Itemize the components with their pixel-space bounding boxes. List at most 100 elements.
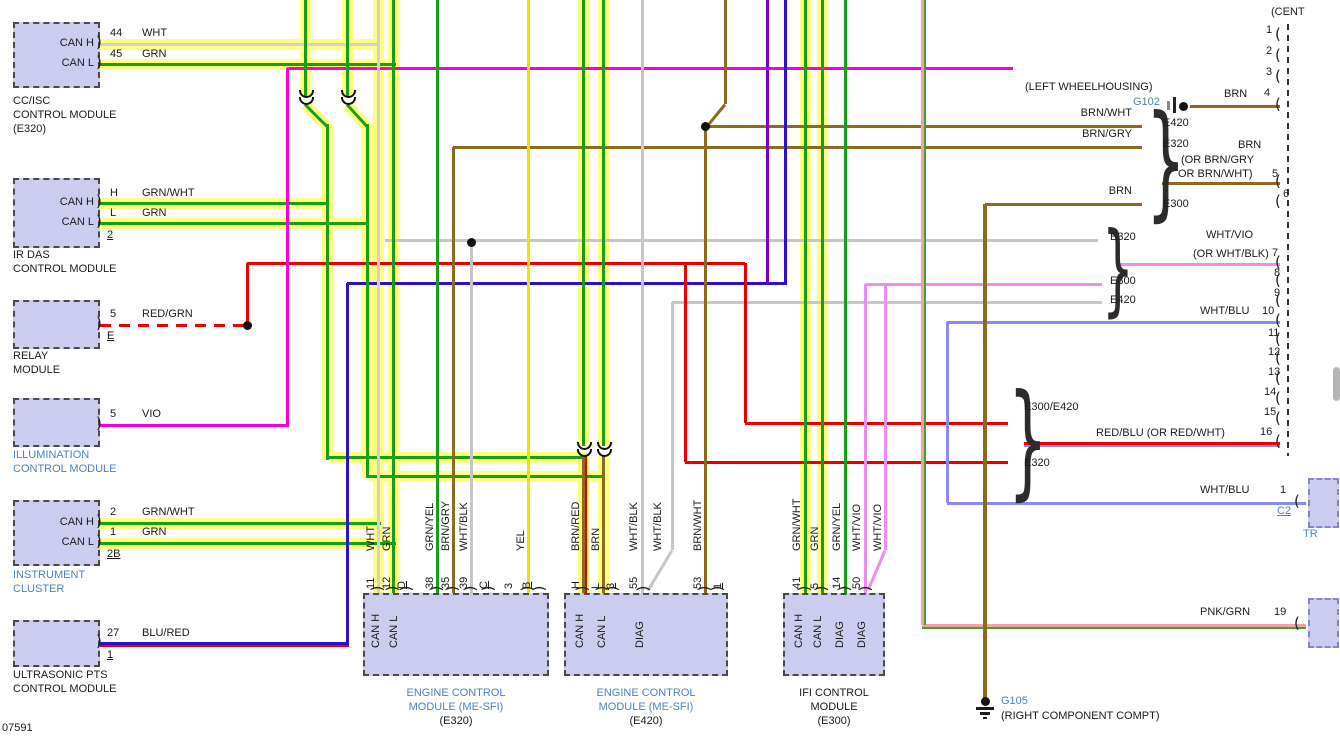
label--or-wht-blk-: (OR WHT/BLK)	[1193, 248, 1269, 260]
module-name-instrument[interactable]: INSTRUMENT	[13, 569, 86, 581]
scrollbar-thumb[interactable]	[1333, 367, 1340, 401]
label-3: 3	[1266, 66, 1273, 78]
label-can-h: CAN H	[59, 196, 94, 208]
label-l: L	[590, 582, 602, 589]
label-38: 38	[424, 576, 436, 589]
wire-red	[744, 263, 747, 423]
pin-arc: (	[1294, 614, 1300, 632]
label-12: 12	[381, 576, 393, 589]
tr-link[interactable]: TR	[1303, 528, 1318, 540]
label-can-h: CAN H	[59, 37, 94, 49]
module-name-ecm-e420[interactable]: ENGINE CONTROL	[596, 687, 696, 699]
label-vio: VIO	[142, 408, 161, 420]
wire-sal	[921, 0, 924, 625]
label-brn-gry: BRN/GRY	[440, 501, 452, 551]
label-brn-red: BRN/RED	[570, 501, 582, 551]
label-can-l: CAN L	[812, 615, 824, 648]
label-b: B	[521, 581, 533, 589]
wire-brn	[453, 146, 1142, 149]
wire-grn	[100, 202, 329, 205]
connector-c2-link[interactable]: C2	[1277, 505, 1292, 517]
wire-grn	[804, 0, 807, 593]
label-53: 53	[692, 576, 704, 589]
label-cluster[interactable]: CLUSTER	[13, 583, 65, 595]
label-10: 10	[1262, 305, 1275, 317]
label-brn: BRN	[1108, 185, 1132, 197]
label-5: 5	[809, 582, 821, 589]
module-ifi-e300	[783, 593, 885, 676]
ground-g102[interactable]: G102	[1133, 96, 1160, 108]
label-7: 7	[1272, 247, 1279, 259]
label-55: 55	[628, 576, 640, 589]
label-5: 5	[1272, 168, 1279, 180]
module-name-ifi: IFI CONTROL	[799, 687, 869, 699]
label-can-h: CAN H	[370, 613, 382, 648]
label-27: 27	[107, 627, 120, 639]
pin-arc: )	[96, 212, 102, 230]
module-ir-das	[13, 178, 100, 248]
label-red-grn: RED/GRN	[142, 308, 193, 320]
pin-arc: (	[1275, 95, 1281, 113]
connector-19	[1308, 598, 1339, 648]
label-2b: 2B	[107, 548, 121, 560]
pin-arc: (	[1275, 349, 1281, 367]
label-module: MODULE	[810, 701, 858, 713]
pin-arc: )	[96, 632, 102, 650]
wire-red	[684, 263, 687, 462]
pin-arc: (	[1275, 25, 1281, 43]
label-wht: WHT	[365, 525, 377, 551]
label--e420-: (E420)	[629, 715, 663, 727]
pin-arc: (	[1275, 389, 1281, 407]
label-wht-vio: WHT/VIO	[851, 503, 863, 551]
label-e300: E300	[1163, 198, 1189, 210]
label-module-me-sfi-[interactable]: MODULE (ME-SFI)	[598, 701, 694, 713]
label-e420: E420	[1110, 294, 1136, 306]
wire-grn	[304, 0, 307, 97]
label-diag: DIAG	[856, 621, 868, 648]
module-name-cc-isc: CC/ISC	[13, 95, 51, 107]
wire-red	[1024, 442, 1280, 445]
wire-grn	[329, 456, 585, 459]
wire-grn	[602, 0, 605, 446]
label-2: 2	[110, 506, 117, 518]
wire-grn	[821, 0, 824, 593]
ground-g105[interactable]: G105	[1001, 695, 1028, 707]
label-wht-blu: WHT/BLU	[1200, 484, 1250, 496]
wire-brn	[985, 203, 1142, 206]
label-19: 19	[1274, 606, 1287, 618]
wire-per	[947, 502, 1306, 505]
wire-vio	[100, 424, 289, 427]
label-1: 1	[1280, 484, 1287, 496]
module-name-illumination[interactable]: ILLUMINATION	[13, 449, 90, 461]
label-45: 45	[110, 48, 123, 60]
module-name-ecm-e320[interactable]: ENGINE CONTROL	[406, 687, 506, 699]
wire-continuation-chevron	[341, 97, 356, 105]
label-e300-e420: E300/E420	[1024, 401, 1079, 413]
label-brn-wht: BRN/WHT	[692, 499, 704, 551]
label-control-module[interactable]: CONTROL MODULE	[13, 463, 117, 475]
wire-grn	[582, 0, 585, 446]
label-grn-yel: GRN/YEL	[424, 502, 436, 551]
wire-brn	[983, 204, 987, 698]
wire-grn	[346, 0, 349, 97]
label-50: 50	[851, 576, 863, 589]
label-can-l: CAN L	[61, 216, 94, 228]
label-can-l: CAN L	[388, 615, 400, 648]
label-16: 16	[1260, 426, 1273, 438]
wire-dbl	[100, 642, 349, 645]
label-wht-blk: WHT/BLK	[458, 502, 470, 551]
module-ecm-e420	[564, 593, 728, 676]
wire-dbl	[346, 283, 349, 643]
wire-red	[745, 422, 1008, 425]
label-brn: BRN	[1238, 139, 1262, 151]
label-d: D	[396, 581, 408, 589]
label-1: 1	[712, 582, 724, 589]
label-grn-wht: GRN/WHT	[791, 498, 803, 551]
label-e: E	[107, 330, 115, 342]
label-module-me-sfi-[interactable]: MODULE (ME-SFI)	[408, 701, 504, 713]
pin-arc: (	[1275, 46, 1281, 64]
pin-arc: (	[1275, 172, 1281, 190]
wire-red	[247, 262, 745, 265]
grouping-brace: }	[1102, 209, 1134, 327]
wire-grn	[326, 124, 329, 460]
